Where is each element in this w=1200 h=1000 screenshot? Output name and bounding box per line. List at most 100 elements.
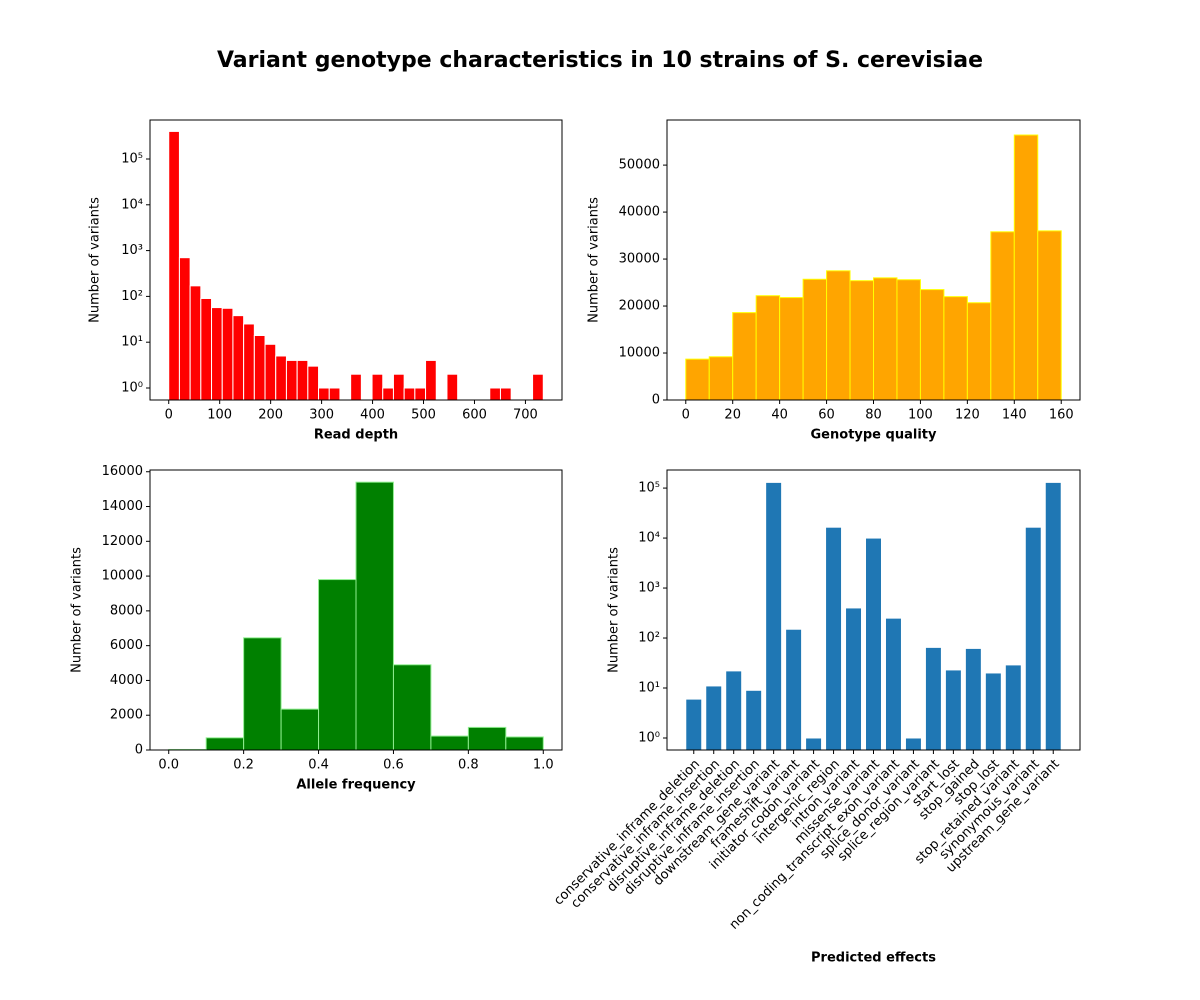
bar: [984, 672, 1002, 751]
bar: [1044, 481, 1062, 751]
bar: [765, 481, 783, 751]
y-axis-label: Number of variants: [607, 547, 622, 673]
bar: [725, 670, 743, 751]
hist-bar: [414, 387, 427, 401]
hist-bar: [243, 323, 255, 401]
hist-bar: [318, 387, 330, 401]
x-tick-label: 60: [818, 408, 835, 423]
hist-bar: [168, 130, 180, 401]
hist-bar: [430, 735, 469, 751]
hist-bar: [232, 315, 245, 401]
bar: [904, 737, 922, 751]
bar: [805, 737, 823, 751]
x-tick-label: 0.6: [383, 758, 404, 773]
hist-bar: [990, 231, 1015, 401]
bar: [865, 537, 882, 751]
figure-title: Variant genotype characteristics in 10 s…: [217, 48, 983, 73]
y-axis-label: Number of variants: [70, 547, 85, 673]
y-tick-label: 10³: [638, 581, 660, 596]
y-tick-label: 10000: [619, 346, 660, 361]
hist-bar: [849, 280, 875, 401]
y-tick-label: 10⁰: [121, 380, 143, 395]
axes-frame: [149, 119, 563, 401]
x-tick-label: 1.0: [533, 758, 554, 773]
hist-bar: [211, 307, 223, 401]
x-tick-label: 300: [309, 408, 334, 423]
bar: [964, 647, 982, 751]
x-tick-label: 0: [682, 408, 690, 423]
x-tick-label: 140: [1002, 408, 1027, 423]
hist-bar: [350, 373, 362, 401]
bar: [924, 646, 942, 751]
x-tick-label: 0.2: [233, 758, 254, 773]
y-axis-label: Number of variants: [587, 197, 602, 323]
x-tick-label: 500: [411, 408, 436, 423]
hist-bar: [355, 481, 394, 751]
y-tick-label: 10000: [102, 569, 143, 584]
y-tick-label: 2000: [110, 708, 143, 723]
x-tick-label: 700: [513, 408, 538, 423]
hist-bar: [371, 373, 384, 401]
hist-bar: [243, 637, 282, 751]
y-tick-label: 0: [652, 393, 660, 408]
y-tick-label: 30000: [619, 252, 660, 267]
x-tick-label: 600: [462, 408, 487, 423]
hist-bar: [296, 359, 309, 401]
hist-bar: [708, 356, 734, 401]
hist-bar: [253, 335, 266, 401]
bar: [705, 685, 723, 751]
hist-bar: [221, 307, 234, 401]
y-tick-label: 10⁰: [638, 730, 660, 745]
hist-bar: [318, 579, 357, 751]
bar: [845, 607, 863, 751]
hist-bar: [505, 736, 544, 751]
x-tick-label: 120: [955, 408, 980, 423]
hist-bar: [178, 257, 191, 401]
hist-bar: [1013, 134, 1039, 401]
hist-bar: [425, 359, 437, 401]
x-axis-label: Predicted effects: [811, 951, 936, 966]
y-tick-label: 40000: [619, 205, 660, 220]
y-tick-label: 12000: [102, 534, 143, 549]
hist-bar: [189, 285, 202, 401]
y-tick-label: 10⁴: [121, 197, 143, 212]
hist-bar: [328, 387, 341, 401]
x-tick-label: 0.0: [158, 758, 179, 773]
y-tick-label: 10⁵: [638, 481, 660, 496]
bar: [1004, 664, 1022, 751]
hist-bar: [392, 373, 405, 401]
x-axis-label: Read depth: [314, 428, 398, 443]
hist-bar: [873, 277, 898, 401]
x-tick-label: 100: [207, 408, 232, 423]
hist-bar: [467, 726, 507, 751]
y-tick-label: 50000: [619, 158, 660, 173]
bar: [745, 689, 763, 751]
hist-bar: [403, 387, 416, 401]
axes-frame: [149, 469, 563, 751]
y-tick-label: 0: [135, 743, 143, 758]
y-tick-label: 16000: [102, 464, 143, 479]
y-tick-label: 10²: [638, 631, 660, 646]
x-axis-label: Genotype quality: [811, 428, 937, 443]
x-tick-label: 160: [1049, 408, 1074, 423]
y-tick-label: 10²: [121, 289, 143, 304]
bar: [825, 526, 843, 751]
hist-bar: [732, 312, 757, 401]
hist-bar: [285, 359, 298, 401]
x-tick-label: 40: [771, 408, 788, 423]
hist-bar: [685, 358, 710, 401]
bar: [1024, 526, 1042, 751]
y-tick-label: 8000: [110, 603, 143, 618]
bar: [785, 628, 803, 751]
y-tick-label: 4000: [110, 673, 143, 688]
x-tick-label: 80: [865, 408, 882, 423]
axes-frame: [666, 119, 1081, 401]
hist-bar: [307, 365, 320, 401]
y-tick-label: 14000: [102, 499, 143, 514]
hist-bar: [275, 355, 287, 401]
hist-bar: [489, 387, 501, 401]
bar: [685, 698, 703, 751]
axes-frame: [666, 469, 1081, 751]
hist-bar: [779, 297, 804, 401]
